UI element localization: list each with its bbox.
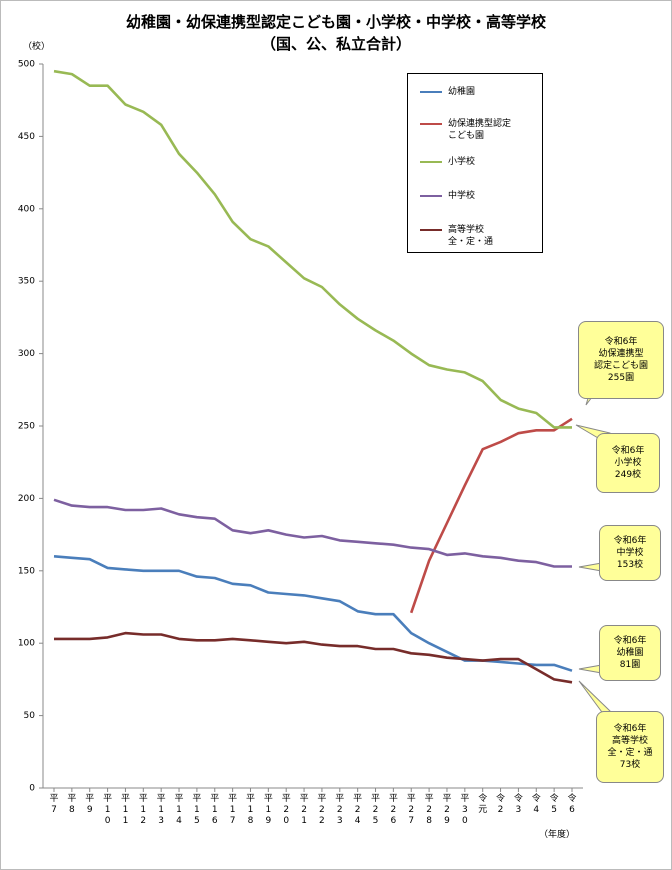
y-tick-label: 0 xyxy=(29,784,35,794)
x-tick-label: 平10 xyxy=(103,794,113,826)
x-tick-label: 平22 xyxy=(317,794,327,826)
x-tick-label: 令4 xyxy=(531,794,541,815)
x-tick-label: 平12 xyxy=(138,794,148,826)
x-tick-label: 平26 xyxy=(388,794,398,826)
y-tick-label: 400 xyxy=(18,204,35,214)
legend-swatch xyxy=(420,195,442,197)
y-tick-label: 250 xyxy=(18,422,35,432)
legend-label: 中学校 xyxy=(448,191,476,201)
y-tick-label: 300 xyxy=(18,349,35,359)
x-tick-label: 平21 xyxy=(299,794,309,826)
x-tick-label: 令6 xyxy=(567,794,577,815)
x-tick-label: 平30 xyxy=(460,794,470,826)
x-tick-label: 平20 xyxy=(281,794,291,826)
x-tick-label: 平16 xyxy=(210,794,220,826)
x-tick-label: 平18 xyxy=(245,794,255,826)
x-axis-label: （年度） xyxy=(539,830,576,840)
x-tick-label: 平28 xyxy=(424,794,434,826)
chart-title: 幼稚園・幼保連携型認定こども園・小学校・中学校・高等学校 xyxy=(125,13,546,31)
legend-label: 小学校 xyxy=(448,157,476,167)
chart-subtitle: （国、公、私立合計） xyxy=(260,35,411,53)
x-tick-label: 平11 xyxy=(120,794,130,826)
legend-swatch xyxy=(420,91,442,93)
y-tick-label: 150 xyxy=(18,566,35,576)
callout: 令和6年 中学校 153校 xyxy=(599,525,661,581)
x-tick-label: 平8 xyxy=(67,794,77,815)
x-tick-label: 平13 xyxy=(156,794,166,826)
x-tick-label: 平23 xyxy=(335,794,345,826)
y-tick-label: 100 xyxy=(18,639,35,649)
x-tick-label: 令5 xyxy=(549,794,559,815)
legend-label: 幼稚園 xyxy=(448,87,476,97)
x-tick-label: 平27 xyxy=(406,794,416,826)
series-line xyxy=(53,69,572,429)
x-tick-label: 平9 xyxy=(85,794,95,815)
x-tick-label: 平25 xyxy=(371,794,381,826)
legend-swatch xyxy=(420,123,442,125)
x-tick-label: 令元 xyxy=(478,794,488,815)
series-line xyxy=(409,417,573,614)
y-tick-label: 50 xyxy=(24,711,36,721)
legend-label: 高等学校 全・定・通 xyxy=(448,225,494,247)
x-tick-label: 令3 xyxy=(513,794,523,815)
callout: 令和6年 幼保連携型 認定こども園 255園 xyxy=(578,321,664,399)
y-tick-label: 450 xyxy=(18,132,35,142)
x-tick-label: 平24 xyxy=(353,794,363,826)
legend-swatch xyxy=(420,229,442,231)
legend-label: 幼保連携型認定 こども園 xyxy=(448,119,512,141)
x-tick-label: 平15 xyxy=(192,794,202,826)
x-tick-label: 平7 xyxy=(49,794,59,815)
x-tick-label: 平14 xyxy=(174,794,184,826)
y-tick-label: 200 xyxy=(18,494,35,504)
series-line xyxy=(53,555,573,672)
legend-swatch xyxy=(420,161,442,163)
series-line xyxy=(53,498,572,568)
callout: 令和6年 幼稚園 81園 xyxy=(599,625,661,681)
x-tick-label: 平17 xyxy=(228,794,238,826)
x-tick-label: 平19 xyxy=(263,794,273,826)
callout: 令和6年 高等学校 全・定・通 73校 xyxy=(596,711,664,783)
series-line xyxy=(54,631,573,684)
callout: 令和6年 小学校 249校 xyxy=(596,433,660,493)
x-tick-label: 平29 xyxy=(442,794,452,826)
legend: 幼稚園幼保連携型認定 こども園小学校中学校高等学校 全・定・通 xyxy=(407,73,543,253)
y-tick-label: 350 xyxy=(18,277,35,287)
y-tick-label: 500 xyxy=(18,60,35,70)
y-axis-label: （校） xyxy=(23,42,51,52)
x-tick-label: 令2 xyxy=(496,794,506,815)
